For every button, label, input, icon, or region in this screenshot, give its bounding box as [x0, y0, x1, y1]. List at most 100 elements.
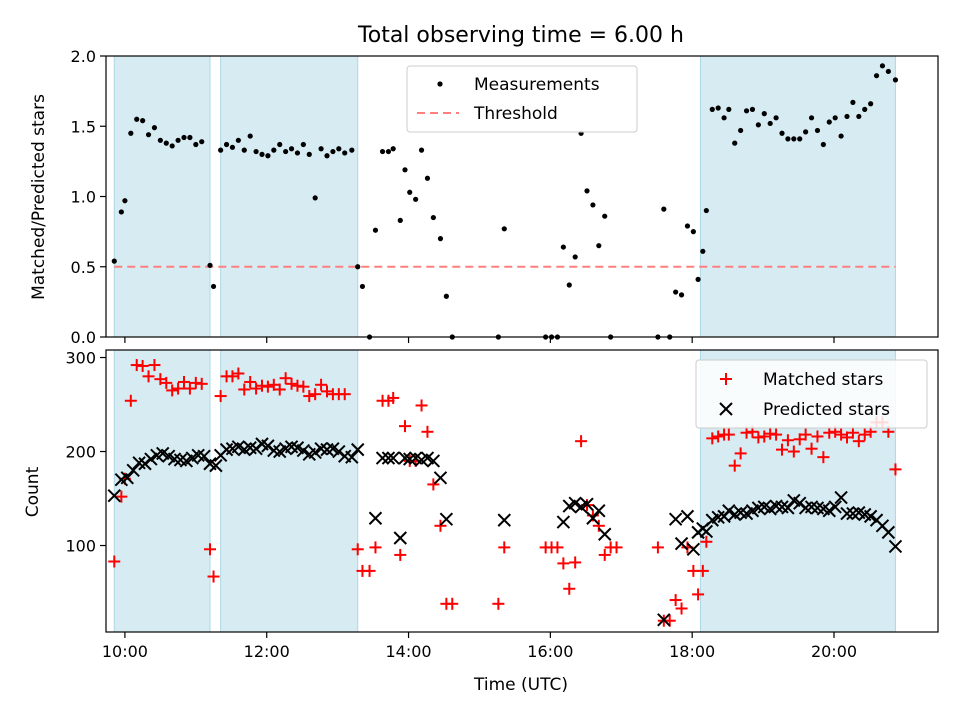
measurement-point	[207, 262, 213, 268]
measurements-points	[111, 63, 899, 340]
predicted-star-point	[822, 504, 836, 518]
top-y-tick-label: 0.0	[71, 328, 96, 347]
matched-star-point	[706, 432, 719, 445]
measurement-point	[288, 146, 295, 152]
measurement-point	[560, 244, 566, 250]
matched-star-point	[846, 426, 859, 439]
measurement-point	[690, 229, 696, 235]
predicted-star-point	[840, 506, 854, 521]
measurement-point	[223, 141, 230, 148]
predicted-star-point	[393, 531, 407, 545]
measurement-point	[193, 141, 199, 148]
top-panel: 0.00.51.01.52.0 Matched/Predicted stars …	[29, 47, 939, 347]
measurement-point	[424, 175, 431, 181]
bottom-y-tick-label: 300	[65, 349, 96, 368]
measurement-point	[749, 106, 756, 112]
matched-star-point	[758, 430, 771, 443]
measurement-point	[678, 292, 685, 298]
measurement-point	[407, 189, 413, 195]
legend-threshold-label: Threshold	[473, 104, 558, 124]
matched-star-point	[835, 428, 848, 441]
matched-star-point	[207, 570, 220, 583]
measurement-point	[402, 167, 408, 173]
measurement-point	[247, 133, 253, 139]
legend-measurements-label: Measurements	[474, 75, 600, 95]
matched-star-point	[261, 380, 274, 393]
measurement-point	[349, 147, 355, 153]
measurement-point	[791, 136, 797, 142]
matched-star-point	[394, 548, 407, 561]
measurement-point	[726, 106, 732, 112]
legend-predicted-label: Predicted stars	[763, 400, 890, 420]
matched-star-point	[136, 359, 149, 372]
matched-star-point	[492, 597, 505, 610]
matched-star-point	[166, 384, 179, 397]
top-legend-box	[406, 65, 638, 133]
bottom-axes-frame	[105, 349, 939, 633]
measurement-point	[773, 115, 779, 121]
matched-star-point	[889, 463, 902, 476]
measurement-point	[122, 198, 128, 204]
matched-star-point	[598, 548, 611, 561]
measurement-point	[336, 146, 342, 152]
matched-star-point	[399, 420, 411, 433]
predicted-star-point	[126, 463, 140, 478]
measurement-point	[596, 243, 602, 249]
matched-star-point	[651, 541, 664, 554]
matched-star-point	[285, 377, 298, 390]
measurement-point	[437, 236, 444, 242]
predicted-star-point	[863, 509, 878, 524]
matched-star-point	[852, 435, 865, 448]
matched-star-point	[363, 564, 376, 577]
matched-star-point	[781, 434, 794, 447]
top-y-tick-label: 1.5	[71, 117, 96, 136]
predicted-star-point	[668, 512, 683, 526]
matched-star-point	[712, 430, 725, 443]
measurement-point	[721, 115, 727, 121]
chart-title: Total observing time = 6.00 h	[357, 23, 684, 48]
matched-star-point	[297, 380, 310, 393]
matched-star-point	[551, 541, 564, 554]
measurement-point	[145, 132, 152, 138]
measurement-point	[342, 150, 348, 156]
matched-star-point	[303, 390, 316, 403]
x-tick-label: 12:00	[244, 642, 290, 661]
measurement-point	[318, 146, 324, 152]
matched-star-point	[183, 382, 196, 395]
measurement-point	[695, 276, 701, 282]
matched-star-point	[160, 376, 173, 389]
x-tick-label: 14:00	[385, 642, 431, 661]
predicted-star-point	[674, 536, 689, 551]
measurement-point	[210, 283, 217, 290]
measurement-point	[844, 113, 850, 120]
measurement-point	[140, 118, 146, 124]
matched-star-point	[273, 383, 286, 396]
predicted-star-point	[657, 613, 671, 627]
predicted-star-point	[680, 509, 695, 524]
matched-star-point	[446, 597, 459, 610]
matched-star-point	[172, 382, 185, 395]
measurement-point	[703, 207, 709, 214]
measurement-point	[430, 214, 436, 221]
predicted-star-point	[197, 449, 211, 463]
predicted-star-point	[426, 454, 441, 468]
bottom-y-axis-label: Count	[23, 466, 43, 517]
predicted-star-point	[375, 451, 390, 465]
predicted-star-point	[368, 511, 383, 525]
measurement-point	[372, 227, 379, 233]
measurement-point	[271, 147, 277, 153]
matched-star-point	[675, 602, 688, 615]
predicted-star-point	[144, 452, 158, 466]
matched-star-point	[610, 541, 623, 554]
bottom-shaded-interval	[220, 349, 359, 633]
matched-star-point	[776, 443, 788, 456]
matched-star-point	[142, 370, 155, 383]
measurement-point	[355, 264, 361, 270]
matched-star-point	[115, 490, 128, 503]
measurement-point	[590, 202, 596, 208]
measurement-point	[413, 196, 419, 202]
predicted-star-point	[497, 513, 511, 527]
matched-star-point	[734, 447, 747, 460]
measurement-point	[566, 282, 572, 288]
measurement-point	[397, 217, 403, 223]
